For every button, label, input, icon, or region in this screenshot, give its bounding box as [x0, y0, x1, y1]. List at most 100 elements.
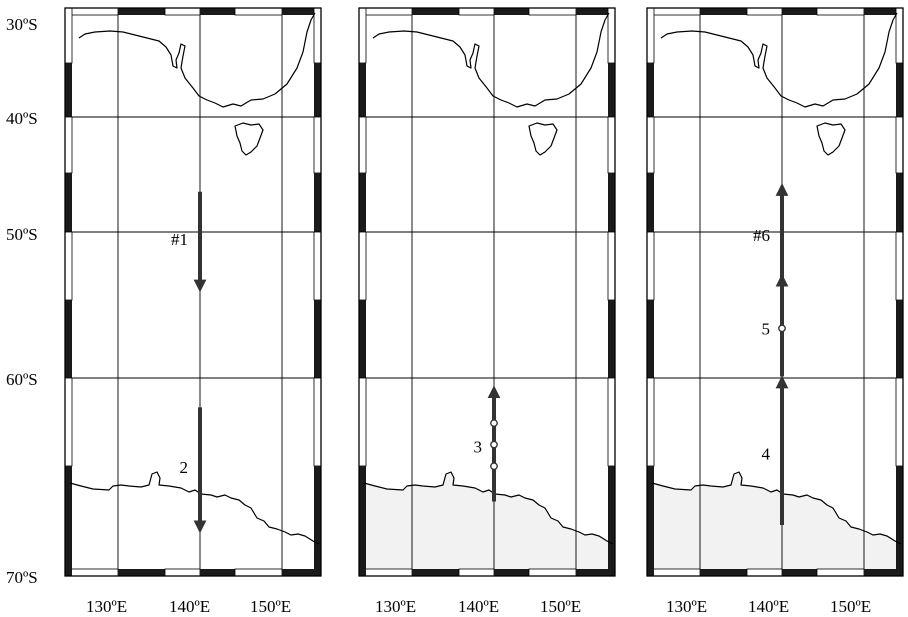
frame-scale-bar — [358, 7, 367, 64]
map-frame — [646, 7, 904, 577]
track-label: 3 — [474, 438, 483, 457]
frame-scale-bar — [608, 173, 615, 232]
frame-scale-bar — [64, 7, 119, 16]
frame-scale-bar — [528, 568, 577, 577]
frame-scale-bar — [358, 231, 367, 301]
frame-scale-bar — [200, 569, 235, 576]
frame-scale-bar — [647, 300, 654, 378]
lat-label-60s: 60ºS — [6, 370, 38, 389]
station-marker — [490, 419, 498, 427]
frame-scale-bar — [896, 63, 903, 117]
frame-scale-bar — [647, 173, 654, 232]
frame-scale-bar — [646, 7, 701, 16]
frame-scale-bar — [494, 8, 529, 15]
frame-scale-bar — [359, 63, 366, 117]
lat-label-30s: 30ºS — [6, 15, 38, 34]
frame-scale-bar — [314, 173, 321, 232]
track-label: 5 — [762, 319, 771, 338]
frame-scale-bar — [412, 8, 459, 15]
frame-scale-bar — [64, 116, 73, 174]
frame-scale-bar — [314, 300, 321, 378]
map-panel-middle: 3 — [358, 7, 616, 577]
lon-label-130e: 130ºE — [86, 597, 127, 616]
frame-scale-bar — [359, 173, 366, 232]
map-panel-left: #1 2 — [64, 7, 322, 577]
lat-label-70s: 70ºS — [6, 568, 38, 587]
frame-scale-bar — [358, 7, 413, 16]
frame-scale-bar — [64, 7, 73, 64]
frame-scale-bar — [782, 569, 817, 576]
map-frame — [358, 7, 616, 577]
lon-labels-left: 130ºE 140ºE 150ºE — [86, 597, 291, 616]
lat-label-50s: 50ºS — [6, 225, 38, 244]
frame-scale-bar — [118, 8, 165, 15]
frame-scale-bar — [864, 8, 903, 15]
frame-scale-bar — [608, 466, 615, 576]
frame-scale-bar — [282, 569, 321, 576]
frame-scale-bar — [234, 568, 283, 577]
frame-scale-bar — [646, 116, 655, 174]
australia-coastline — [78, 12, 316, 108]
frame-scale-bar — [896, 466, 903, 576]
frame-scale-bar — [358, 116, 367, 174]
frame-scale-bar — [359, 300, 366, 378]
frame-scale-bar — [65, 300, 72, 378]
frame-scale-bar — [576, 569, 615, 576]
frame-scale-bar — [700, 569, 747, 576]
station-marker — [490, 440, 498, 449]
frame-scale-bar — [200, 8, 235, 15]
frame-scale-bar — [607, 231, 616, 301]
frame-scale-bar — [895, 231, 904, 301]
station-marker — [778, 324, 786, 333]
frame-scale-bar — [458, 7, 495, 16]
frame-scale-bar — [234, 7, 283, 16]
frame-scale-bar — [607, 7, 616, 64]
lon-label-140e: 140ºE — [169, 597, 210, 616]
frame-scale-bar — [576, 8, 615, 15]
australia-coastline — [660, 12, 898, 108]
lon-labels-middle: 130ºE 140ºE 150ºE — [375, 597, 581, 616]
frame-scale-bar — [896, 173, 903, 232]
frame-scale-bar — [895, 377, 904, 467]
frame-scale-bar — [164, 7, 201, 16]
frame-scale-bar — [65, 63, 72, 117]
frame-scale-bar — [864, 569, 903, 576]
sea-ice-area — [359, 472, 615, 576]
frame-scale-bar — [647, 63, 654, 117]
frame-scale-bar — [646, 377, 655, 467]
frame-scale-bar — [646, 7, 655, 64]
frame-scale-bar — [494, 569, 529, 576]
map-panel-right: 4 5 #6 — [646, 7, 904, 577]
frame-scale-bar — [458, 568, 495, 577]
lon-label-130e: 130ºE — [666, 597, 707, 616]
lat-label-40s: 40ºS — [6, 109, 38, 128]
track-label: 2 — [180, 458, 189, 477]
frame-scale-bar — [608, 63, 615, 117]
frame-scale-bar — [313, 116, 322, 174]
frame-scale-bar — [646, 231, 655, 301]
australia-coastline — [372, 12, 610, 108]
track-label: #6 — [753, 226, 770, 245]
frame-scale-bar — [782, 8, 817, 15]
track-label: 4 — [762, 444, 771, 463]
frame-scale-bar — [896, 300, 903, 378]
frame-scale-bar — [313, 7, 322, 64]
frame-scale-bar — [65, 173, 72, 232]
station-marker — [490, 462, 498, 471]
lon-label-150e: 150ºE — [540, 597, 581, 616]
sea-ice-area — [647, 472, 903, 576]
frame-scale-bar — [700, 8, 747, 15]
tasmania-coastline — [528, 122, 558, 156]
frame-scale-bar — [359, 466, 366, 576]
frame-scale-bar — [314, 466, 321, 576]
frame-scale-bar — [313, 377, 322, 467]
lon-label-140e: 140ºE — [458, 597, 499, 616]
frame-scale-bar — [64, 568, 119, 577]
frame-scale-bar — [607, 377, 616, 467]
frame-scale-bar — [895, 7, 904, 64]
lon-label-150e: 150ºE — [830, 597, 871, 616]
frame-scale-bar — [895, 116, 904, 174]
tasmania-coastline — [816, 122, 846, 156]
frame-scale-bar — [314, 63, 321, 117]
